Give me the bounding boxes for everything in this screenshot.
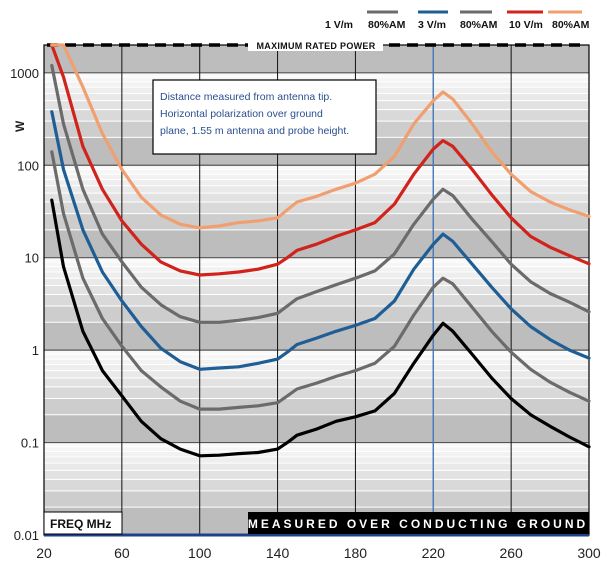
series-line-3	[50, 110, 591, 371]
y-axis-label: W	[13, 120, 27, 132]
note-box: Distance measured from antenna tip. Hori…	[152, 79, 377, 155]
note-line-1: Distance measured from antenna tip.	[160, 91, 332, 103]
grid-band	[44, 364, 589, 371]
series-line-5	[50, 43, 591, 277]
series-line-6	[50, 43, 591, 230]
grid-band	[44, 386, 589, 399]
x-tick-label: 60	[114, 545, 130, 561]
legend-label-5: 10 V/m	[509, 19, 543, 31]
grid-band	[44, 169, 589, 175]
grid-band	[44, 202, 589, 214]
grid-band	[44, 185, 589, 194]
footer-label: MEASURED OVER CONDUCTING GROUND	[248, 517, 588, 531]
grid-band	[44, 278, 589, 286]
y-tick-label: 100	[17, 158, 39, 173]
y-tick-label: 10	[25, 251, 39, 266]
x-axis-label: FREQ MHz	[50, 517, 111, 531]
grid-band	[44, 370, 589, 378]
grid-band	[44, 446, 589, 452]
grid-band	[44, 179, 589, 186]
grid-band	[44, 174, 589, 180]
note-line-3: plane, 1.55 m antenna and probe height.	[160, 125, 349, 137]
grid-band	[44, 470, 589, 480]
x-tick-label: 180	[344, 545, 368, 561]
series-layer	[50, 43, 591, 458]
y-tick-label: 1000	[10, 66, 39, 81]
x-tick-label: 140	[266, 545, 290, 561]
y-tick-label: 0.1	[21, 436, 39, 451]
x-tick-label: 20	[36, 545, 52, 561]
max-power-label: MAXIMUM RATED POWER	[256, 41, 375, 51]
x-tick-label: 100	[188, 545, 212, 561]
y-tick-label: 0.01	[14, 528, 39, 543]
legend-label-4: 80%AM	[460, 19, 498, 31]
series-line-4	[50, 63, 591, 324]
grid-band	[44, 354, 589, 360]
grid-band	[44, 165, 589, 170]
grid-band	[44, 456, 589, 464]
note-line-2: Horizontal polarization over ground	[160, 108, 323, 120]
grid-band	[44, 350, 589, 355]
footer-label-box	[248, 512, 589, 534]
grid-band	[44, 442, 589, 447]
tick-layer: 0.01 0.1 1 10 100 1000 20 60 100 140 180 220 260 300	[10, 66, 601, 561]
grid-band	[44, 490, 589, 508]
legend-label-6: 80%AM	[552, 19, 590, 31]
grid-band	[44, 463, 589, 471]
legend-label-1: 1 V/m	[325, 19, 353, 31]
grid-band	[44, 257, 589, 262]
x-tick-label: 220	[422, 545, 446, 561]
grid-band	[44, 359, 589, 365]
grid-band	[44, 272, 589, 279]
grid-band	[44, 266, 589, 273]
x-tick-label: 260	[499, 545, 523, 561]
series-line-1	[50, 198, 591, 458]
legend-label-3: 3 V/m	[418, 19, 446, 31]
legend-label-2: 80%AM	[368, 19, 406, 31]
x-tick-label: 300	[577, 545, 601, 561]
y-tick-label: 1	[32, 343, 39, 358]
max-power-label-bg	[248, 38, 383, 51]
grid-band	[44, 72, 589, 78]
grid-band	[44, 261, 589, 267]
series-line-2	[50, 150, 591, 411]
legend: 1 V/m 80%AM 3 V/m 80%AM 10 V/m 80%AM	[325, 10, 590, 31]
grid-band	[44, 294, 589, 307]
grid-band	[44, 479, 589, 491]
freq-label-box	[43, 511, 123, 535]
grid-band	[44, 451, 589, 457]
